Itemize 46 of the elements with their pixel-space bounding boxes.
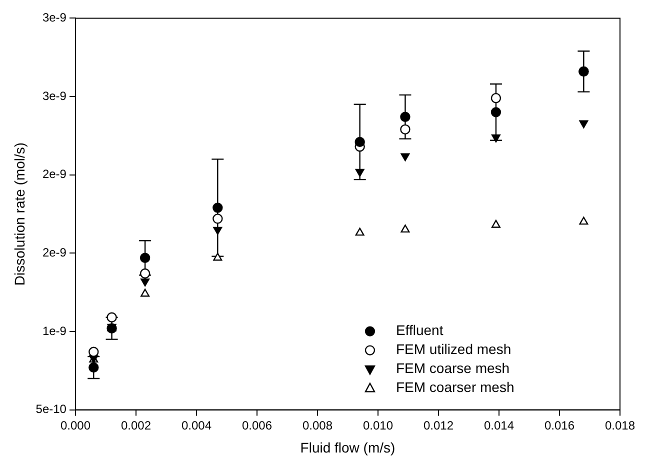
point [400,124,410,135]
point [400,112,410,122]
legend-label: FEM coarse mesh [396,360,510,376]
point [355,228,364,236]
point [212,202,223,213]
point [491,220,500,228]
point [88,362,99,373]
x-tick-label: 0.004 [181,418,212,432]
x-tick-label: 0.002 [120,418,152,432]
x-tick-label: 0.018 [604,418,636,432]
y-tick-label: 3e-9 [42,10,67,25]
x-tick-label: 0.008 [302,418,333,432]
legend-label: Effluent [396,322,444,338]
y-tick-label: 2e-9 [42,245,67,260]
point [140,252,150,263]
x-axis-title: Fluid flow (m/s) [300,439,396,456]
point [88,346,99,357]
point [400,153,410,162]
y-axis-title: Dissolution rate (mol/s) [11,142,28,286]
point [212,214,223,224]
point [400,224,410,233]
y-tick-label: 3e-9 [42,88,67,103]
y-tick-label: 1e-9 [42,324,67,338]
point [213,252,222,261]
point [579,216,588,225]
point [490,107,502,118]
point [491,134,500,142]
x-tick-label: 0.010 [362,418,394,432]
point [140,278,150,286]
x-tick-label: 0.016 [544,418,575,432]
point [213,226,222,235]
point [140,288,150,297]
y-tick-label: 2e-9 [42,167,67,182]
point [354,136,365,148]
x-tick-label: 0.014 [484,418,514,432]
x-tick-label: 0.006 [242,418,272,432]
point [490,92,502,104]
x-tick-label: 0.012 [423,418,454,432]
point [579,120,588,128]
point [355,168,364,177]
point [140,268,150,279]
x-tick-label: 0.000 [60,418,91,432]
legend-label: FEM utilized mesh [396,341,512,358]
y-tick-label: 5e-10 [36,402,67,416]
legend-label: FEM coarser mesh [396,379,514,396]
point [106,312,117,322]
